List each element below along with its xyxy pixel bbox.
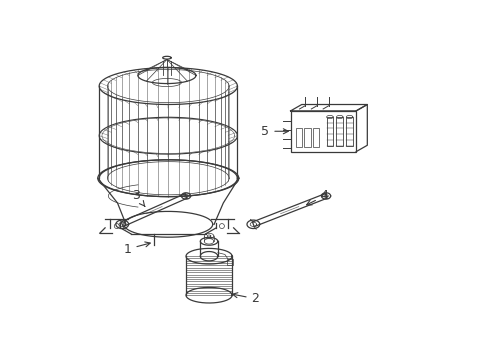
Bar <box>326 117 332 145</box>
Bar <box>346 117 352 145</box>
Text: 3: 3 <box>132 189 144 207</box>
Bar <box>295 129 302 147</box>
Bar <box>226 259 233 265</box>
Text: 4: 4 <box>306 189 328 205</box>
Text: 5: 5 <box>261 125 288 138</box>
Text: 2: 2 <box>232 292 259 305</box>
Bar <box>312 129 319 147</box>
Text: 1: 1 <box>123 242 150 256</box>
Bar <box>336 117 343 145</box>
Bar <box>304 129 310 147</box>
Bar <box>290 111 355 152</box>
